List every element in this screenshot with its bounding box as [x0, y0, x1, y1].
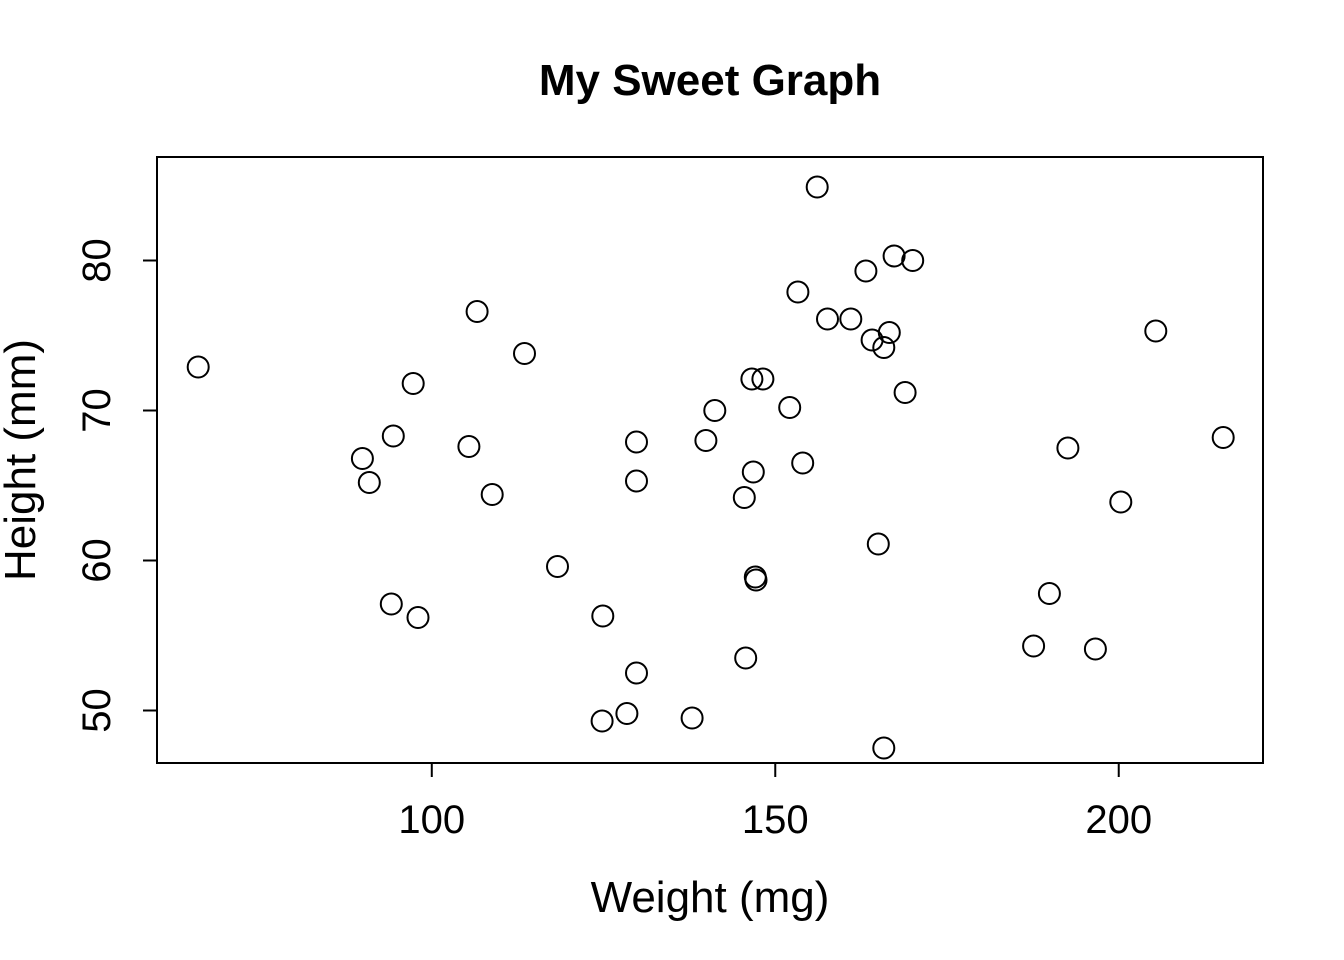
x-tick-label: 100 — [398, 798, 465, 842]
data-point — [401, 372, 425, 395]
y-tick-label: 50 — [75, 688, 119, 733]
data-point — [186, 355, 210, 379]
data-point — [816, 307, 839, 331]
data-point — [854, 259, 878, 283]
data-point — [480, 483, 504, 506]
data-point — [590, 709, 614, 733]
data-point — [513, 342, 536, 365]
data-point — [680, 706, 704, 730]
data-point — [732, 486, 756, 509]
x-tick-label: 200 — [1085, 798, 1152, 842]
data-point — [625, 430, 648, 454]
data-point — [381, 424, 405, 448]
data-point — [1211, 426, 1235, 449]
y-axis: 50 60 70 80 — [75, 238, 157, 733]
y-tick-label: 80 — [75, 238, 119, 283]
x-axis-label: Weight (mg) — [591, 873, 830, 922]
data-point — [465, 300, 489, 323]
data-point — [740, 367, 764, 391]
data-point — [872, 336, 896, 359]
data-point — [1144, 319, 1168, 343]
plot-frame — [156, 156, 1264, 764]
y-axis-label: Height (mm) — [0, 339, 45, 581]
data-point — [625, 661, 648, 685]
data-point — [744, 568, 768, 592]
y-tick-label: 60 — [75, 538, 119, 583]
data-point — [1083, 637, 1107, 661]
data-point — [791, 451, 815, 475]
data-point — [1037, 582, 1061, 605]
data-point — [778, 396, 802, 419]
data-point — [591, 604, 615, 628]
data-point — [406, 606, 430, 629]
data-point — [751, 367, 775, 391]
data-point — [877, 321, 901, 344]
data-point — [786, 280, 810, 304]
data-point — [379, 592, 403, 616]
y-tick-label: 70 — [75, 388, 119, 433]
data-point — [457, 435, 481, 458]
data-point — [703, 399, 727, 422]
data-point — [1109, 490, 1133, 514]
x-axis: 100 150 200 — [398, 763, 1152, 842]
data-point — [1022, 634, 1046, 658]
data-point — [866, 532, 890, 556]
x-tick-label: 150 — [742, 798, 809, 842]
data-point — [805, 175, 829, 199]
data-point — [615, 702, 639, 725]
data-point — [350, 447, 374, 470]
chart-title: My Sweet Graph — [539, 56, 881, 105]
data-point — [734, 646, 758, 670]
data-point — [357, 471, 381, 494]
data-point — [741, 460, 765, 484]
data-point — [882, 244, 906, 268]
data-point — [625, 469, 648, 493]
data-point — [901, 249, 925, 272]
data-point — [893, 381, 917, 404]
data-point — [839, 307, 863, 331]
data-points — [186, 175, 1235, 760]
data-point — [694, 429, 718, 452]
data-point — [546, 555, 569, 578]
data-point — [872, 736, 896, 760]
data-point — [1056, 436, 1080, 460]
